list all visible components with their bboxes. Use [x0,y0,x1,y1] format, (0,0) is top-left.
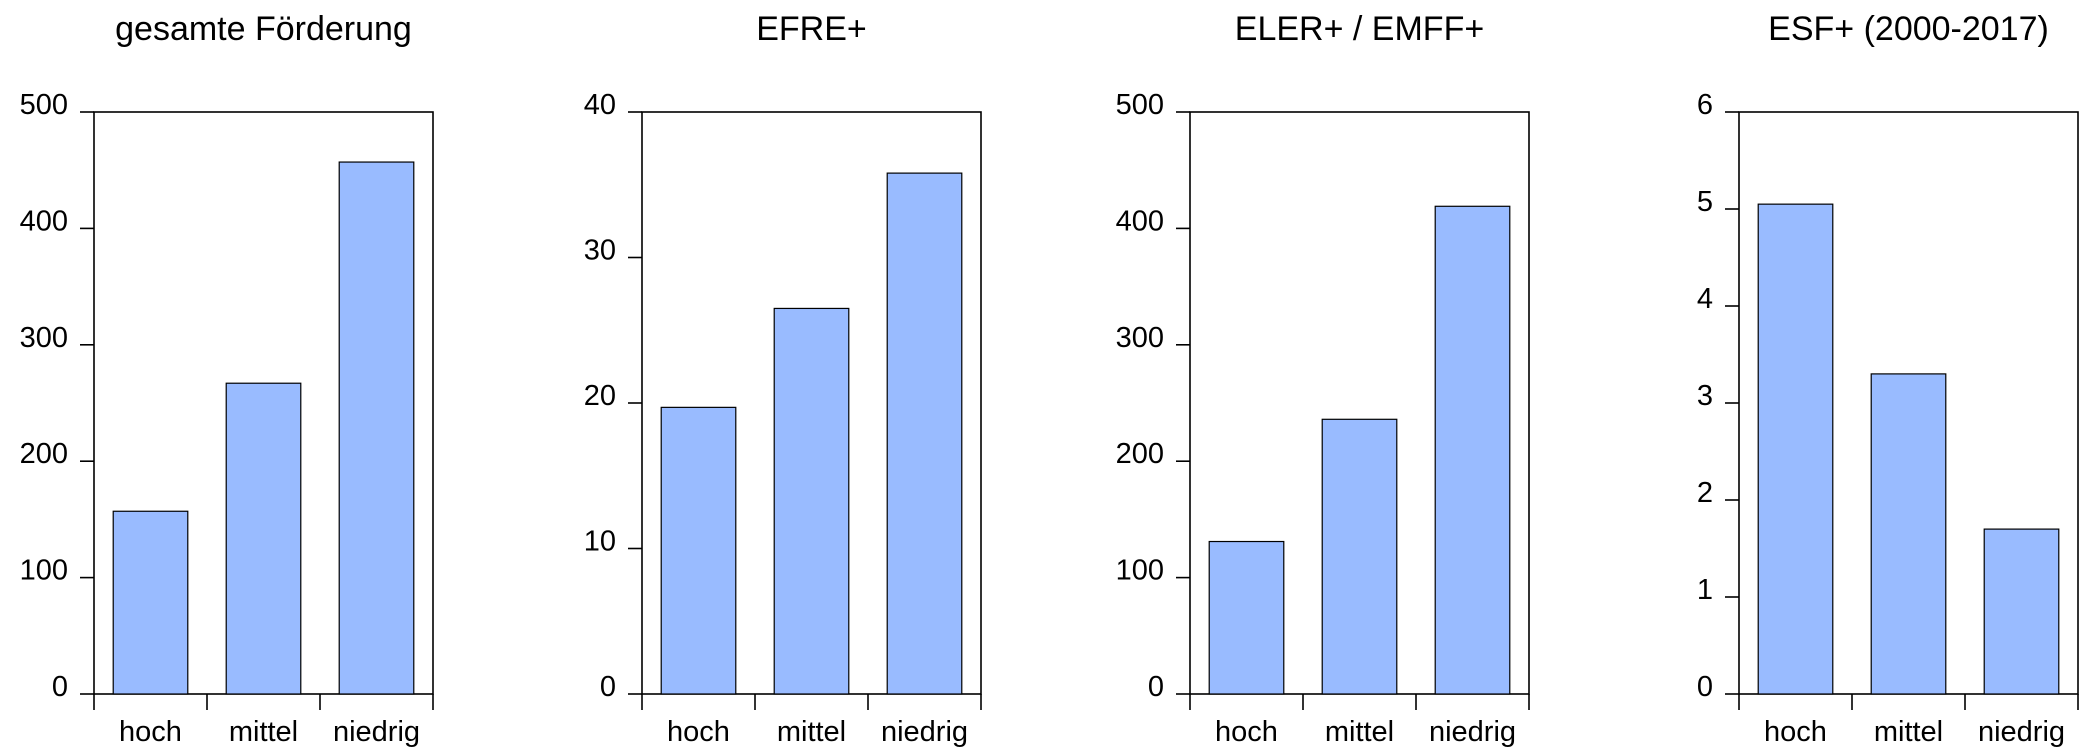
bar-niedrig [1983,528,2060,695]
y-tick-label: 10 [584,526,616,558]
chart-panel-1: gesamte Förderung 0 100 200 300 400 500 hoch mit… [20,10,434,748]
bar-hoch [1208,540,1285,695]
bar-hoch [112,510,189,695]
x-tick-label: niedrig [881,716,968,747]
bar-niedrig [1434,205,1511,695]
y-tick-label: 500 [20,89,68,121]
chart-title: ELER+ / EMFF+ [1235,10,1484,48]
x-tick-label: niedrig [1429,716,1516,747]
bar-mittel [225,382,302,695]
y-tick-label: 100 [1116,555,1164,587]
x-tick-label: mittel [777,716,846,747]
y-tick-label: 6 [1697,89,1713,121]
chart-panel-2: EFRE+ 0 10 20 30 40 hoch mittel niedrig [584,10,982,748]
y-tick-label: 300 [20,322,68,354]
x-tick-label: mittel [1874,716,1943,747]
y-tick-label: 100 [20,555,68,587]
y-tick-label: 200 [1116,438,1164,470]
y-tick-label: 30 [584,235,616,267]
x-tick-label: hoch [119,716,182,747]
x-tick-label: niedrig [1978,716,2065,747]
y-tick-label: 20 [584,380,616,412]
bar-mittel [1870,373,1947,695]
y-tick-label: 0 [600,671,616,703]
x-tick-label: hoch [667,716,730,747]
bar-mittel [1321,418,1398,695]
y-tick-label: 0 [1697,671,1713,703]
y-tick-label: 3 [1697,380,1713,412]
bar-niedrig [338,161,415,695]
x-tick-label: mittel [1325,716,1394,747]
y-tick-label: 40 [584,89,616,121]
x-tick-label: hoch [1215,716,1278,747]
y-tick-label: 200 [20,438,68,470]
y-tick-label: 5 [1697,186,1713,218]
bar-hoch [660,406,737,695]
x-tick-label: hoch [1764,716,1827,747]
y-tick-label: 0 [52,671,68,703]
bar-hoch [1757,203,1834,695]
y-tick-label: 0 [1148,671,1164,703]
y-tick-label: 1 [1697,574,1713,606]
bar-mittel [773,307,850,695]
y-tick-label: 300 [1116,322,1164,354]
chart-panel-3: ELER+ / EMFF+ 0 100 200 300 400 500 hoch mittel n… [1116,10,1530,748]
chart-title: gesamte Förderung [115,10,412,48]
x-tick-label: mittel [229,716,298,747]
y-tick-label: 500 [1116,89,1164,121]
bar-niedrig [886,172,963,695]
chart-title: ESF+ (2000-2017) [1768,10,2049,48]
y-tick-label: 2 [1697,477,1713,509]
y-tick-label: 400 [1116,205,1164,237]
chart-panel-4: ESF+ (2000-2017) 0 1 2 3 4 5 6 hoch mittel niedrig [1697,10,2079,748]
chart-title: EFRE+ [756,10,867,48]
x-tick-label: niedrig [333,716,420,747]
y-tick-label: 400 [20,205,68,237]
y-tick-label: 4 [1697,283,1713,315]
